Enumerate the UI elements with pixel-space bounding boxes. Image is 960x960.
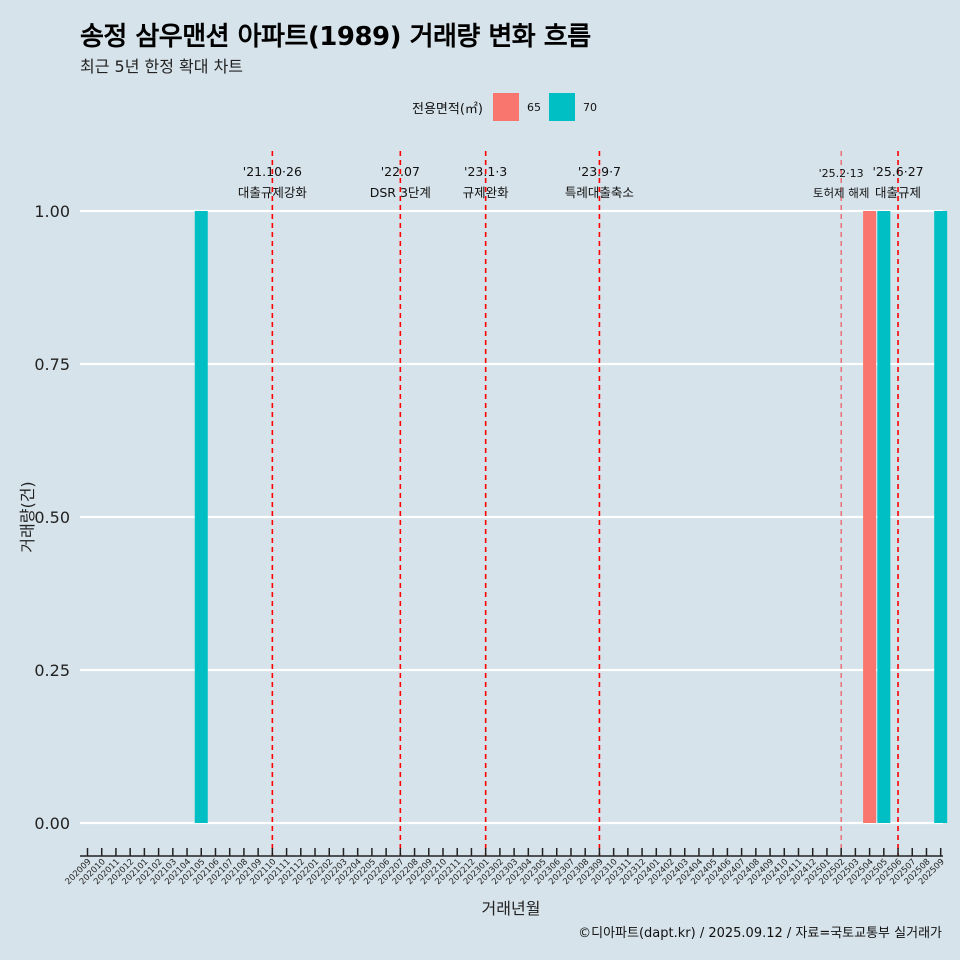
bars-layer	[194, 211, 948, 823]
event-label: DSR 3단계	[370, 185, 431, 200]
y-axis-label: 거래량(건)	[18, 481, 37, 552]
grid-lines	[80, 209, 943, 825]
event-lines: '21.10·26 대출규제강화 '22.07 DSR 3단계 '23.1·3 규제완화 '…	[238, 151, 924, 856]
y-tick-label: 0.50	[34, 508, 70, 527]
legend-swatch-65	[492, 93, 519, 121]
chart-subtitle: 최근 5년 한정 확대 차트	[80, 57, 244, 76]
y-axis: 0.00 0.25 0.50 0.75 1.00	[34, 202, 70, 833]
x-axis: 2020092020102020112020122021012021022021…	[64, 848, 947, 887]
bar-202505-70	[877, 211, 891, 823]
event-date: '25.2·13	[819, 167, 864, 180]
bar-202509-70	[934, 211, 948, 823]
event-label: 대출규제	[875, 185, 921, 200]
event-date: '21.10·26	[243, 164, 302, 179]
legend: 전용면적(㎡) 65 70	[412, 93, 605, 121]
y-tick-label: 0.00	[34, 814, 70, 833]
bar-202504-65	[863, 211, 877, 823]
legend-item-65: 65	[492, 93, 541, 121]
event-date: '22.07	[381, 164, 420, 179]
legend-swatch-70	[548, 93, 575, 121]
bar-202105-70	[194, 211, 208, 823]
legend-label-65: 65	[526, 100, 541, 114]
event-label: 대출규제강화	[238, 185, 308, 200]
legend-item-70: 70	[548, 93, 597, 121]
caption: ©디아파트(dapt.kr) / 2025.09.12 / 자료=국토교통부 실…	[578, 926, 942, 941]
y-tick-label: 0.75	[34, 355, 70, 374]
x-axis-label: 거래년월	[482, 899, 541, 918]
legend-title: 전용면적(㎡)	[412, 101, 483, 117]
event-label: 토허제 해제	[813, 186, 870, 200]
chart-title: 송정 삼우맨션 아파트(1989) 거래량 변화 흐름	[80, 22, 591, 52]
event-date: '23.1·3	[464, 164, 507, 179]
y-tick-label: 0.25	[34, 661, 70, 680]
event-date: '25.6·27	[872, 164, 923, 179]
y-tick-label: 1.00	[34, 202, 70, 221]
event-label: 규제완화	[463, 185, 510, 200]
legend-label-70: 70	[582, 100, 597, 114]
event-label: 특례대출축소	[565, 185, 634, 200]
event-date: '23.9·7	[578, 164, 621, 179]
